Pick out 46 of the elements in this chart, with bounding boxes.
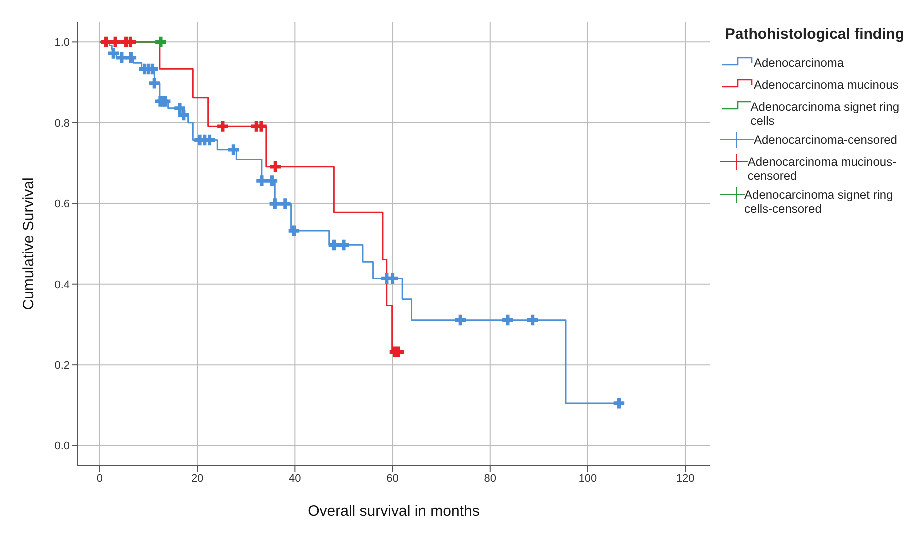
point	[270, 198, 281, 210]
point	[387, 273, 398, 284]
point	[527, 314, 538, 326]
legend-title: Pathohistological finding	[724, 26, 906, 43]
point	[455, 314, 466, 326]
x-tick-label: 0	[96, 472, 104, 485]
point	[502, 314, 514, 326]
x-tick-label: 60	[386, 472, 399, 485]
x-tick-label: 100	[578, 472, 598, 485]
legend-label: Adenocarcinoma-censored	[754, 132, 898, 147]
legend-label: Adenocarcinoma signet ring cells	[750, 99, 901, 128]
point	[108, 48, 119, 59]
point	[156, 36, 166, 48]
y-tick-label: 0.2	[54, 360, 70, 372]
point	[614, 398, 625, 409]
point	[338, 240, 350, 251]
y-tick-label: 0.8	[54, 118, 70, 130]
point	[228, 144, 240, 156]
point	[288, 226, 300, 236]
point	[218, 121, 228, 132]
x-axis-title: Overall survival in months	[308, 503, 480, 520]
y-tick-label: 0.6	[54, 198, 70, 211]
point	[178, 110, 190, 121]
y-tick-label: 0.0	[54, 440, 70, 453]
point	[116, 52, 128, 64]
x-tick-label: 40	[289, 472, 302, 485]
point	[270, 162, 282, 172]
y-tick-label: 1.0	[54, 37, 70, 50]
point	[280, 198, 291, 210]
x-tick-label: 120	[676, 472, 695, 485]
point	[174, 103, 186, 114]
legend-label: Adenocarcinoma mucinous	[754, 77, 899, 92]
point	[149, 78, 160, 89]
legend-label: Adenocarcinoma	[754, 55, 844, 70]
point	[110, 36, 121, 48]
point	[328, 240, 340, 251]
y-tick-label: 0.4	[54, 279, 70, 292]
x-tick-label: 80	[484, 472, 497, 485]
x-tick-label: 20	[191, 472, 204, 485]
point	[393, 346, 404, 358]
y-axis-title: Cumulative Survival	[20, 178, 38, 310]
point	[256, 176, 268, 186]
point	[266, 176, 278, 186]
legend-label: Adenocarcinoma mucinous-censored	[748, 154, 898, 183]
point	[126, 52, 137, 64]
legend-label: Adenocarcinoma signet ring cells-censored	[744, 187, 894, 216]
